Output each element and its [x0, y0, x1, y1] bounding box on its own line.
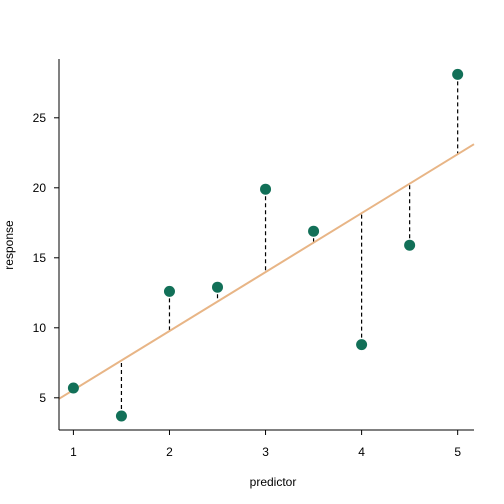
y-tick-label: 15 — [33, 251, 47, 265]
data-point — [116, 411, 127, 422]
y-ticks: 5 10 15 20 25 — [33, 111, 59, 405]
residual-lines — [73, 74, 457, 416]
fit-line — [59, 144, 474, 399]
data-point — [212, 282, 223, 293]
x-tick-label: 2 — [166, 445, 173, 459]
y-tick-label: 5 — [39, 391, 46, 405]
data-point — [308, 226, 319, 237]
x-axis-label: predictor — [250, 475, 297, 489]
y-tick-label: 25 — [33, 111, 47, 125]
y-axis-label: response — [2, 220, 16, 270]
data-point — [404, 240, 415, 251]
x-tick-label: 5 — [454, 445, 461, 459]
x-ticks: 1 2 3 4 5 — [70, 430, 461, 459]
data-point — [260, 184, 271, 195]
data-point — [356, 339, 367, 350]
y-tick-label: 10 — [33, 321, 47, 335]
y-tick-label: 20 — [33, 181, 47, 195]
data-point — [452, 69, 463, 80]
x-tick-label: 3 — [262, 445, 269, 459]
x-tick-label: 1 — [70, 445, 77, 459]
x-tick-label: 4 — [358, 445, 365, 459]
data-point — [164, 286, 175, 297]
data-point — [68, 383, 79, 394]
